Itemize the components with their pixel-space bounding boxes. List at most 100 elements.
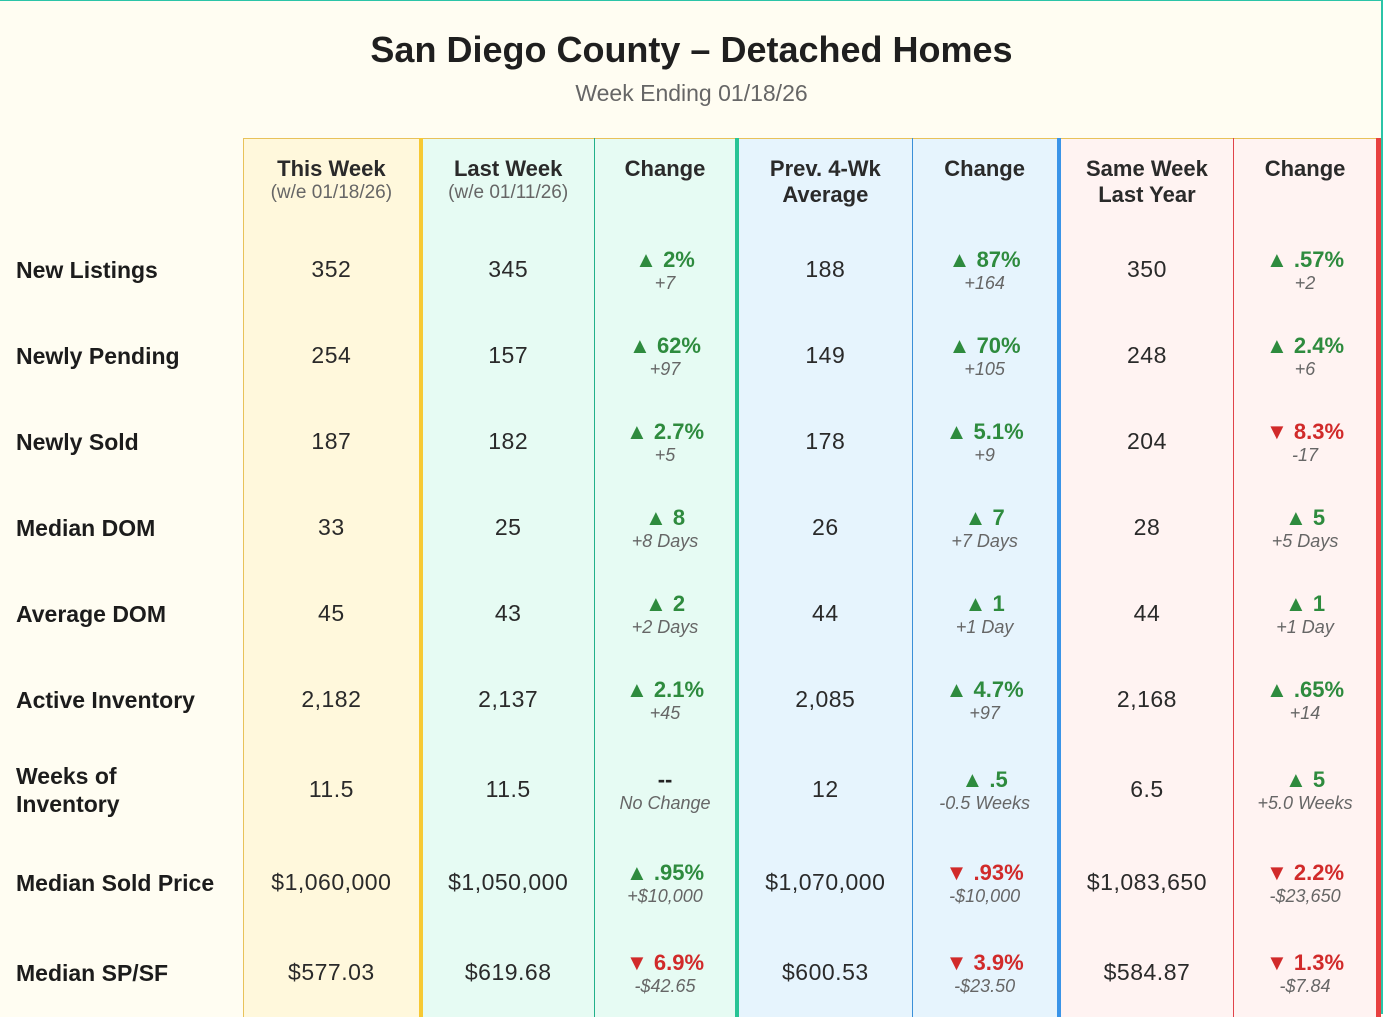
table-row: Average DOM 45 43 ▲ 2 +2 Days 44 ▲ 1 +1 Day…: [0, 570, 1381, 657]
change-percent: ▲ .57%: [1266, 246, 1345, 272]
change-week-cell: ▲ 8 +8 Days: [594, 484, 740, 571]
last-year-value: 350: [1058, 226, 1235, 313]
four-week-value: $600.53: [737, 928, 913, 1017]
row-label: Newly Pending: [0, 312, 244, 399]
last-year-value: 28: [1058, 484, 1235, 571]
arrow-up-icon: ▲: [948, 246, 977, 272]
change-four-week-cell: ▲ 1 +1 Day: [912, 570, 1061, 657]
this-week-value: 2,182: [243, 656, 423, 743]
this-week-value: 352: [243, 226, 423, 313]
header-change-week: Change: [594, 138, 740, 227]
last-week-value: 43: [420, 570, 595, 657]
arrow-up-icon: ▲: [1284, 504, 1313, 530]
change-week-cell: -- No Change: [594, 742, 740, 837]
this-week-value: 33: [243, 484, 423, 571]
change-percent: ▲ .65%: [1266, 676, 1345, 702]
change-delta: +97: [969, 702, 1000, 723]
header-four-week-average: Prev. 4-Wk Average: [737, 138, 913, 227]
table-row: Median Sold Price $1,060,000 $1,050,000 ▲ …: [0, 836, 1381, 929]
four-week-value: $1,070,000: [737, 836, 913, 929]
arrow-down-icon: ▼: [945, 859, 974, 885]
change-delta: +7: [654, 272, 676, 293]
header-this-week: This Week (w/e 01/18/26): [243, 138, 423, 227]
arrow-up-icon: ▲: [964, 504, 993, 530]
row-label: Median SP/SF: [0, 928, 244, 1017]
this-week-value: 11.5: [243, 742, 423, 837]
change-delta: +97: [649, 358, 681, 379]
header-same-week-last-year: Same Week Last Year: [1058, 138, 1235, 227]
change-delta: -$23,650: [1269, 885, 1341, 906]
change-delta: +5.0 Weeks: [1257, 792, 1353, 813]
stats-table: This Week (w/e 01/18/26) Last Week (w/e 01…: [0, 138, 1381, 1017]
change-percent: ▼ 2.2%: [1266, 859, 1345, 885]
table-row: Weeks of Inventory 11.5 11.5 -- No Change 1…: [0, 742, 1381, 837]
change-delta: +9: [974, 444, 995, 465]
change-percent: ▲ 1: [964, 590, 1005, 616]
arrow-up-icon: ▲: [961, 766, 990, 792]
change-percent: ▲ 2%: [635, 246, 695, 272]
header-last-week: Last Week (w/e 01/11/26): [420, 138, 595, 227]
change-percent: ▲ 4.7%: [945, 676, 1024, 702]
change-year-cell: ▲ 2.4% +6: [1233, 312, 1381, 399]
change-week-cell: ▼ 6.9% -$42.65: [594, 928, 740, 1017]
last-week-value: 11.5: [420, 742, 595, 837]
last-year-value: 6.5: [1058, 742, 1235, 837]
change-delta: +6: [1294, 358, 1316, 379]
change-delta: -17: [1292, 444, 1319, 465]
change-year-cell: ▲ .65% +14: [1233, 656, 1381, 743]
arrow-down-icon: ▼: [1266, 859, 1294, 885]
row-label: Active Inventory: [0, 656, 244, 743]
last-week-value: 182: [420, 398, 595, 485]
change-year-cell: ▲ .57% +2: [1233, 226, 1381, 313]
change-percent: --: [657, 766, 673, 792]
change-four-week-cell: ▼ 3.9% -$23.50: [912, 928, 1061, 1017]
change-percent: ▲ 5: [1284, 504, 1326, 530]
change-delta: No Change: [619, 792, 711, 813]
table-row: Active Inventory 2,182 2,137 ▲ 2.1% +45 2,0…: [0, 656, 1381, 743]
page-title: San Diego County – Detached Homes: [370, 29, 1013, 70]
this-week-value: 254: [243, 312, 423, 399]
table-row: Median SP/SF $577.03 $619.68 ▼ 6.9% -$42.6…: [0, 928, 1381, 1017]
change-delta: +7 Days: [951, 530, 1018, 551]
last-year-value: 2,168: [1058, 656, 1235, 743]
arrow-up-icon: ▲: [1266, 332, 1294, 358]
four-week-value: 188: [737, 226, 913, 313]
change-year-cell: ▲ 5 +5 Days: [1233, 484, 1381, 571]
change-delta: +1 Day: [955, 616, 1014, 637]
change-delta: -$7.84: [1279, 975, 1331, 996]
change-four-week-cell: ▲ 70% +105: [912, 312, 1061, 399]
change-delta: +2 Days: [631, 616, 699, 637]
change-four-week-cell: ▲ .5 -0.5 Weeks: [912, 742, 1061, 837]
this-week-value: 187: [243, 398, 423, 485]
four-week-value: 149: [737, 312, 913, 399]
arrow-up-icon: ▲: [629, 332, 657, 358]
arrow-up-icon: ▲: [625, 676, 654, 702]
four-week-value: 2,085: [737, 656, 913, 743]
change-delta: +14: [1289, 702, 1321, 723]
header-change-year: Change: [1233, 138, 1381, 227]
last-year-value: 204: [1058, 398, 1235, 485]
arrow-up-icon: ▲: [1266, 246, 1294, 272]
change-percent: ▼ 6.9%: [625, 949, 705, 975]
row-label: New Listings: [0, 226, 244, 313]
arrow-up-icon: ▲: [625, 418, 654, 444]
change-percent: ▲ 2.7%: [625, 418, 705, 444]
change-delta: +5 Days: [1271, 530, 1339, 551]
arrow-up-icon: ▲: [1284, 766, 1313, 792]
arrow-down-icon: ▼: [625, 949, 654, 975]
this-week-value: 45: [243, 570, 423, 657]
change-year-cell: ▼ 2.2% -$23,650: [1233, 836, 1381, 929]
last-year-value: 44: [1058, 570, 1235, 657]
last-week-value: $1,050,000: [420, 836, 595, 929]
change-percent: ▲ 70%: [948, 332, 1021, 358]
row-label: Newly Sold: [0, 398, 244, 485]
change-delta: +164: [964, 272, 1005, 293]
change-four-week-cell: ▼ .93% -$10,000: [912, 836, 1061, 929]
last-week-value: 2,137: [420, 656, 595, 743]
arrow-up-icon: ▲: [644, 590, 673, 616]
table-row: Newly Pending 254 157 ▲ 62% +97 149 ▲ 70% +…: [0, 312, 1381, 399]
last-year-value: $1,083,650: [1058, 836, 1235, 929]
header-change-four-week: Change: [912, 138, 1061, 227]
change-delta: +1 Day: [1276, 616, 1334, 637]
arrow-up-icon: ▲: [948, 332, 977, 358]
